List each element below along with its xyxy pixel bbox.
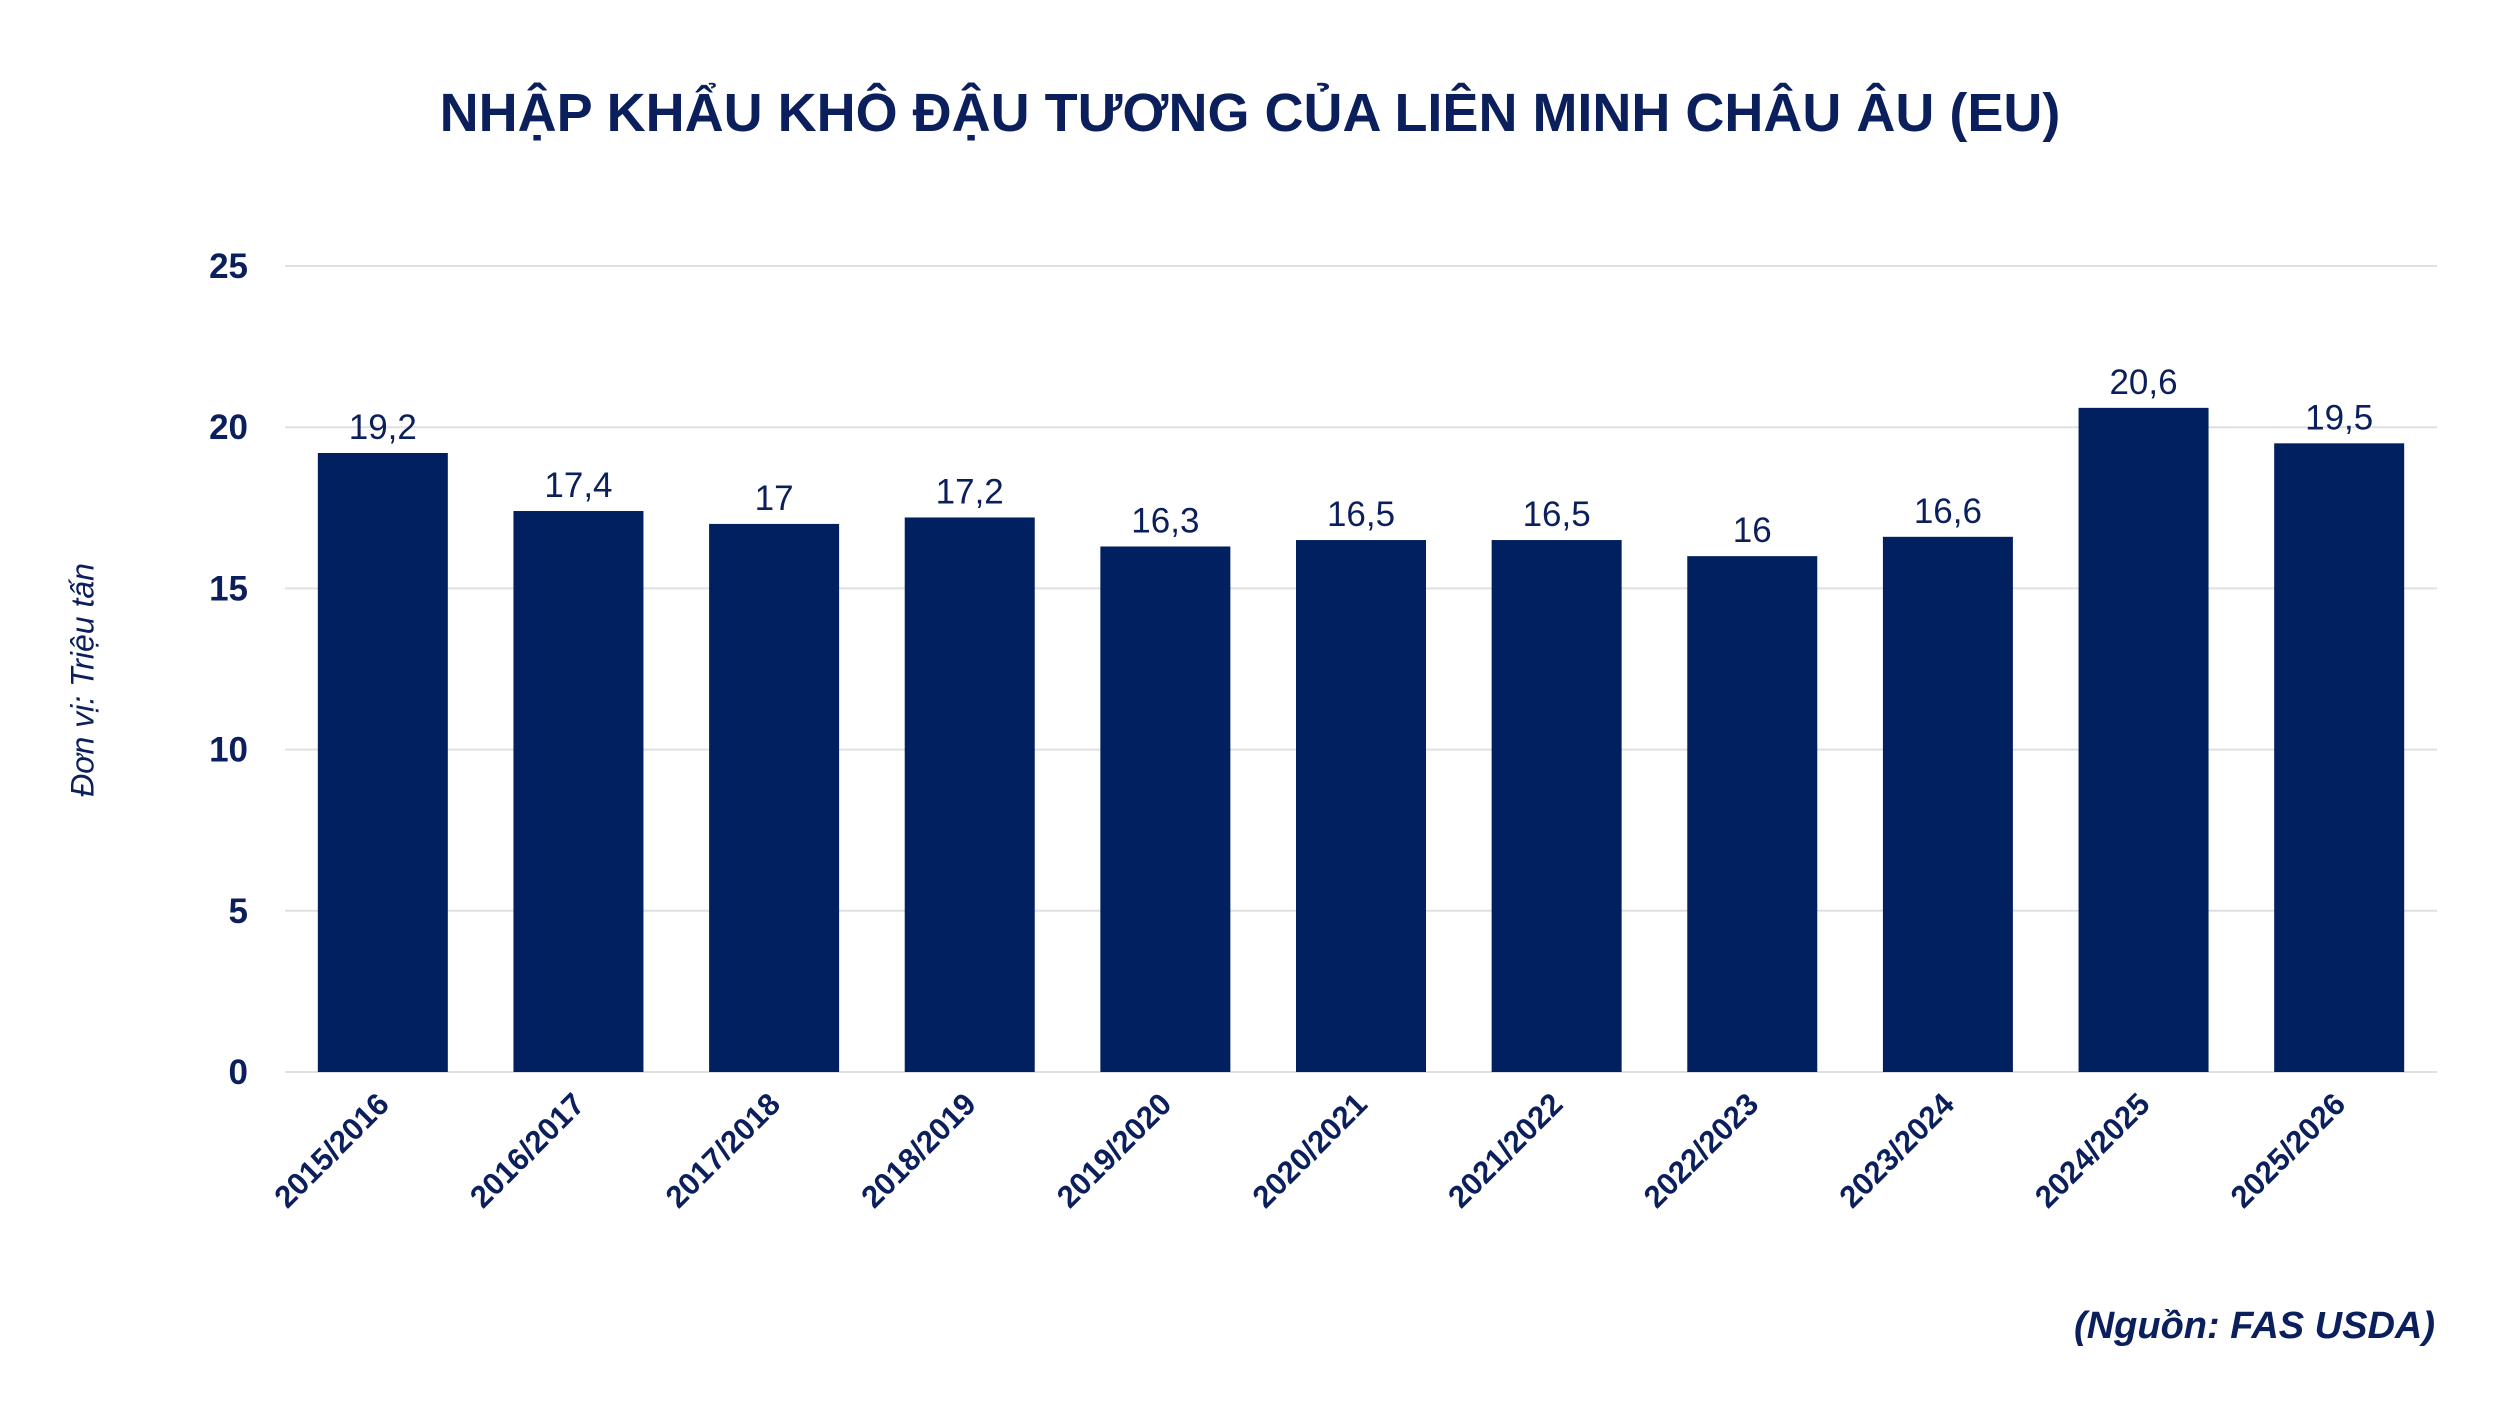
bar <box>1882 536 2013 1072</box>
y-tick-label: 5 <box>229 892 248 931</box>
bar <box>513 511 644 1072</box>
x-tick-label: 2017/2018 <box>659 1086 787 1214</box>
bar <box>2274 443 2405 1072</box>
bar <box>709 523 840 1072</box>
y-tick-label: 20 <box>209 408 248 447</box>
source-note: (Nguồn: FAS USDA) <box>2074 1305 2435 1347</box>
data-label: 16,5 <box>1327 495 1395 534</box>
y-tick-label: 10 <box>209 731 248 770</box>
x-tick-label: 2025/2026 <box>2224 1086 2352 1214</box>
x-tick-label: 2016/2017 <box>463 1086 591 1214</box>
data-label: 16,6 <box>1914 492 1982 531</box>
data-label: 19,5 <box>2305 398 2373 437</box>
bar <box>1296 540 1426 1072</box>
bar <box>1491 540 1622 1072</box>
bar <box>904 517 1035 1072</box>
bar <box>2078 407 2209 1073</box>
data-label: 19,2 <box>349 408 417 447</box>
x-tick-label: 2015/2016 <box>267 1086 395 1214</box>
bar <box>1100 546 1231 1072</box>
data-label: 20,6 <box>2109 363 2177 402</box>
data-label: 16 <box>1733 511 1772 550</box>
y-tick-label: 25 <box>209 247 248 286</box>
y-tick-label: 15 <box>209 569 248 608</box>
x-tick-label: 2021/2022 <box>1441 1086 1569 1214</box>
x-tick-label: 2022/2023 <box>1637 1086 1765 1214</box>
x-tick-label: 2020/2021 <box>1246 1086 1374 1214</box>
data-label: 16,5 <box>1523 495 1591 534</box>
x-tick-label: 2019/2020 <box>1050 1086 1178 1214</box>
data-label: 17,2 <box>936 472 1004 511</box>
x-tick-label: 2023/2024 <box>1832 1086 1961 1215</box>
bar <box>317 452 448 1072</box>
chart-title: NHẬP KHẨU KHÔ ĐẬU TƯƠNG CỦA LIÊN MINH CH… <box>439 83 2061 143</box>
x-tick-label: 2018/2019 <box>854 1086 982 1214</box>
data-label: 16,3 <box>1131 501 1199 540</box>
y-tick-label: 0 <box>229 1053 248 1092</box>
data-label: 17 <box>755 479 794 518</box>
x-tick-label: 2024/2025 <box>2028 1086 2156 1214</box>
data-label: 17,4 <box>544 466 612 505</box>
bar <box>1687 556 1818 1072</box>
